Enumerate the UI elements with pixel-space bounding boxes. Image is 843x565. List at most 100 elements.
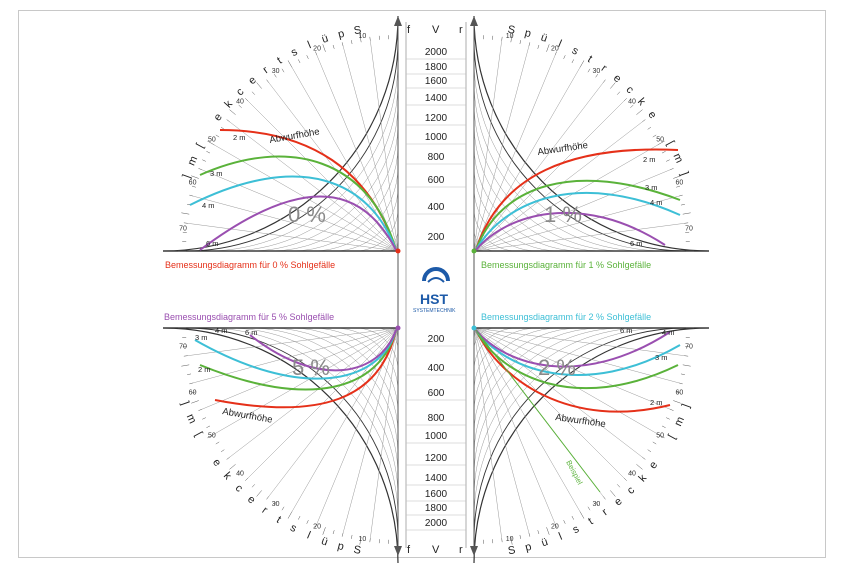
curve-label: 2 m — [198, 365, 211, 374]
velocity-scale: 200 200 400 400 600 600 800 800 1000 1000 1200 1200… — [406, 47, 466, 531]
quadrant-grid — [162, 15, 399, 252]
arc-title-char: l — [556, 38, 566, 51]
scale-value: 400 — [428, 363, 445, 374]
arc-title-char: S — [507, 544, 519, 558]
arc-title-char: ü — [540, 535, 552, 549]
trajectory-curve-4m — [189, 175, 397, 251]
arc-tick-label: 60 — [676, 390, 684, 397]
arc-title-char: m — [186, 152, 202, 168]
scale-value: 2000 — [425, 47, 448, 58]
arc-title-char: c — [623, 84, 637, 99]
arc-title-char: c — [233, 482, 247, 497]
arc-tick-label: 60 — [189, 179, 197, 186]
scale-value: 800 — [428, 152, 445, 163]
axis-letter-r-top: r — [459, 24, 463, 36]
arc-title-char: S — [353, 544, 365, 558]
arrow-down-icon — [470, 546, 478, 556]
arc-title-char: m — [672, 412, 688, 428]
arc-tick-label: 10 — [506, 536, 514, 543]
arc-tick-label: 70 — [685, 344, 693, 351]
arc-title-char: p — [524, 540, 536, 554]
arc-tick-label: 40 — [628, 470, 636, 477]
curve-label: 6 m — [245, 328, 258, 337]
trajectory-curve-3m — [199, 329, 397, 391]
arc-tick-label: 50 — [656, 136, 664, 143]
trajectory-curve-6m — [249, 329, 397, 372]
trajectory-curve-3m — [199, 155, 397, 251]
arc-title-char: p — [337, 27, 349, 41]
curve-label: 2 m — [650, 398, 663, 407]
arc-title-char: r — [600, 504, 612, 518]
arrow-up-icon — [394, 16, 402, 26]
curve-label: 3 m — [210, 169, 223, 178]
arc-title-char: m — [184, 412, 200, 428]
quadrant-grid — [473, 327, 710, 564]
arc-title-char: [ — [666, 430, 679, 441]
arc-title-char: l — [306, 38, 316, 51]
curve-label: 3 m — [655, 353, 668, 362]
arrow-down-icon — [394, 546, 402, 556]
arc-tick-label: 10 — [358, 536, 366, 543]
caption-2-percent: Bemessungsdiagramm für 2 % Sohlgefälle — [481, 312, 651, 322]
diagram-frame — [18, 10, 826, 558]
trajectory-curve-6m — [475, 329, 671, 368]
scale-value: 1000 — [425, 132, 448, 143]
scale-value: 1400 — [425, 93, 448, 104]
scale-value: 1200 — [425, 113, 448, 124]
scale-value: 1800 — [425, 503, 448, 514]
arc-tick-label: 10 — [358, 33, 366, 40]
scale-value: 1000 — [425, 431, 448, 442]
arc-title-char: e — [647, 457, 662, 472]
arc-title-char: c — [234, 84, 248, 99]
arc-title-char: [ — [664, 139, 677, 150]
arc-title-char: p — [523, 27, 535, 41]
scale-value: 2000 — [425, 518, 448, 529]
scale-value: 1800 — [425, 62, 448, 73]
axis-letter-f-top: f — [407, 24, 411, 36]
arc-title-char: k — [221, 470, 236, 484]
curve-label: 4 m — [650, 198, 663, 207]
arc-tick-label: 50 — [208, 136, 216, 143]
trajectory-curve-6m — [199, 195, 397, 251]
scale-value: 1400 — [425, 473, 448, 484]
curve-label: 6 m — [630, 239, 643, 248]
curve-label: 3 m — [195, 333, 208, 342]
arc-tick-label: 40 — [628, 99, 636, 106]
arc-title-char: s — [288, 522, 301, 537]
arc-title-char: [ — [194, 139, 207, 150]
trajectory-curve-2m — [214, 329, 397, 409]
arc-title-char: t — [586, 514, 597, 527]
arc-tick-label: 40 — [236, 99, 244, 106]
trajectory-curve-4m — [194, 329, 397, 380]
arc-title-char: r — [599, 63, 611, 77]
arc-tick-label: 30 — [272, 68, 280, 75]
example-label: Beispiel — [564, 459, 584, 487]
axis-letter-f-bottom: f — [407, 544, 411, 556]
arc-tick-label: 70 — [179, 225, 187, 232]
arrow-icons — [394, 16, 478, 556]
hst-logo: HST SYSTEMTECHNIK — [409, 257, 463, 318]
curve-label: 2 m — [233, 133, 246, 142]
caption-1-percent: Bemessungsdiagramm für 1 % Sohlgefälle — [481, 260, 651, 270]
trajectory-curve-6m — [475, 211, 666, 251]
trajectory-curve-4m — [475, 329, 681, 376]
arc-title-char: e — [645, 109, 660, 124]
arc-title-char: [ — [192, 430, 205, 441]
percent-label-2: 2 % — [538, 355, 576, 380]
arc-title-char: e — [212, 109, 227, 124]
curve-label: 2 m — [643, 155, 656, 164]
curve-label: 6 m — [620, 326, 633, 335]
scale-value: 200 — [428, 334, 445, 345]
scale-value: 200 — [428, 232, 445, 243]
arc-tick-label: 60 — [189, 390, 197, 397]
trajectory-curve-3m — [475, 329, 679, 390]
axis-letter-v-bottom: V — [432, 544, 440, 556]
axis-letter-r-bottom: r — [459, 544, 463, 556]
arc-title-char: e — [210, 457, 225, 472]
design-curves — [189, 129, 681, 493]
arc-tick-label: 40 — [236, 470, 244, 477]
logo-tagline: SYSTEMTECHNIK — [413, 308, 456, 314]
abwurf-label: Abwurfhöhe — [555, 412, 607, 430]
curve-label: 4 m — [662, 328, 675, 337]
arc-tick-label: 50 — [656, 433, 664, 440]
